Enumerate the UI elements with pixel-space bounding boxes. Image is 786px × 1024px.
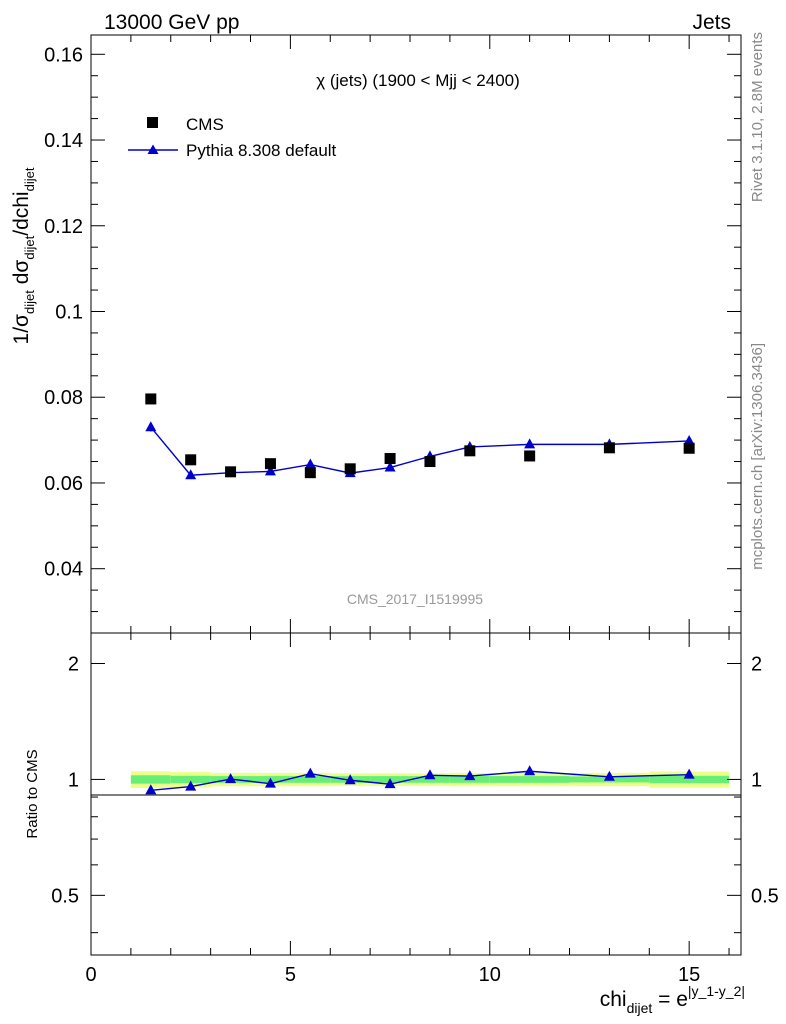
ratio-band-inner (649, 775, 730, 784)
legend-data-label: CMS (186, 115, 224, 134)
x-tick-label: 5 (285, 964, 296, 986)
legend-data-marker (147, 117, 158, 128)
ratio-mc-point (683, 768, 695, 779)
main-y-tick-label: 0.04 (44, 559, 83, 581)
mc-point (384, 461, 396, 472)
legend-mc-label: Pythia 8.308 default (186, 141, 337, 160)
ratio-mc-line (150, 770, 690, 792)
main-y-tick-label: 0.08 (44, 387, 83, 409)
ratio-y-tick-label: 0.5 (51, 885, 79, 907)
data-point (603, 442, 615, 454)
ratio-band-inner (410, 776, 450, 783)
header-energy: 13000 GeV pp (104, 11, 239, 34)
data-point (683, 442, 695, 454)
data-point (304, 467, 316, 479)
data-point (424, 456, 436, 468)
ratio-y-axis-label: Ratio to CMS (24, 749, 41, 838)
ratio-mc-point (225, 773, 237, 784)
ratio-mc-point (185, 780, 197, 791)
ratio-panel: 0.5 0.5 1 1 2 2 0 5 10 15 Ratio to CMS chidijet … (24, 632, 779, 1016)
ratio-mc-point (384, 778, 396, 789)
ratio-mc-point (524, 765, 536, 776)
mc-point (304, 458, 316, 469)
ratio-frame (90, 632, 742, 956)
ratio-y-tick-label: 1 (68, 769, 79, 791)
data-point (384, 453, 396, 465)
main-y-tick-label: 0.06 (44, 473, 83, 495)
x-tick-label: 15 (678, 964, 700, 986)
ratio-y-tick-label-right: 0.5 (751, 885, 779, 907)
data-point (524, 450, 536, 462)
main-panel: χ (jets) (1900 < Mjj < 2400) CMS_2017_I1… (10, 34, 742, 634)
ratio-y-tick-label-right: 1 (751, 769, 762, 791)
data-point (464, 445, 476, 457)
data-point (344, 463, 356, 475)
x-tick-label: 0 (85, 964, 96, 986)
ratio-y-tick-label-right: 2 (751, 653, 762, 675)
data-point (145, 393, 157, 405)
header-process: Jets (692, 11, 731, 34)
ratio-mc-point (464, 770, 476, 781)
mc-point (683, 434, 695, 445)
legend-mc-marker (147, 144, 159, 154)
mc-point (524, 438, 536, 449)
data-point (264, 458, 276, 470)
ratio-band-inner (290, 776, 331, 783)
ratio-band-inner (170, 775, 211, 784)
ratio-mc-point (603, 770, 615, 781)
x-tick-label: 10 (479, 964, 501, 986)
ratio-mc-point (264, 777, 276, 788)
analysis-watermark: CMS_2017_I1519995 (347, 591, 483, 607)
ratio-mc-point (344, 774, 356, 785)
legend: CMS Pythia 8.308 default (128, 115, 337, 160)
svg-text:chidijet = e|y_1-y_2|: chidijet = e|y_1-y_2| (600, 983, 745, 1016)
svg-text:1/σdijet dσdijet/dchidijet: 1/σdijet dσdijet/dchidijet (10, 167, 37, 344)
main-y-tick-label: 0.16 (44, 44, 83, 66)
mcplots-label: mcplots.cern.ch [arXiv:1306.3436] (749, 343, 766, 570)
data-point (185, 454, 197, 466)
main-y-tick-label: 0.1 (55, 301, 83, 323)
main-title: χ (jets) (1900 < Mjj < 2400) (316, 71, 520, 90)
main-y-tick-label: 0.14 (44, 130, 83, 152)
main-y-tick-label: 0.12 (44, 216, 83, 238)
ratio-band-inner (489, 776, 570, 783)
mc-point (145, 421, 157, 432)
ratio-mc-point (424, 769, 436, 780)
mc-point (185, 469, 197, 480)
ratio-mc-point (304, 767, 316, 778)
data-point (225, 466, 237, 478)
main-y-axis-label: 1/σdijet dσdijet/dchidijet (10, 167, 37, 344)
rivet-version-label: Rivet 3.1.10, 2.8M events (749, 32, 766, 202)
ratio-y-tick-label: 2 (68, 653, 79, 675)
mc-point (264, 465, 276, 476)
ratio-band-inner (130, 775, 171, 784)
x-axis-label: chidijet = e|y_1-y_2| (600, 983, 745, 1016)
ratio-mc-point (145, 784, 157, 795)
mc-line (150, 426, 690, 476)
